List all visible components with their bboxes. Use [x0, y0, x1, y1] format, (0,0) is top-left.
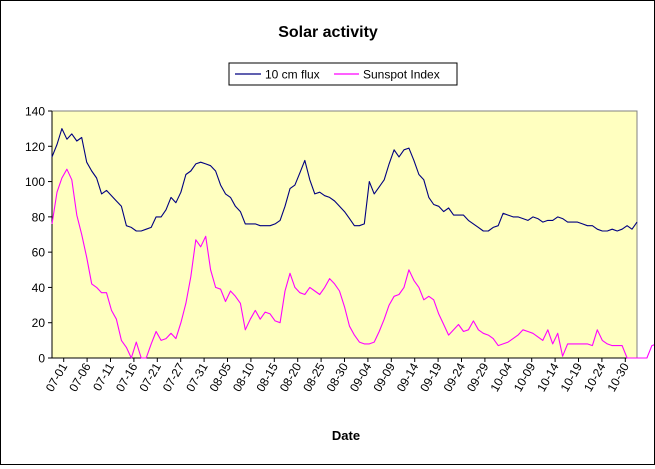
y-tick-label: 80 — [32, 210, 46, 224]
legend: 10 cm flux Sunspot Index — [228, 62, 458, 86]
x-axis-label: Date — [332, 428, 360, 443]
y-tick-label: 100 — [25, 175, 45, 189]
x-tick-label: 10-24 — [581, 360, 609, 394]
x-tick-label: 07-21 — [136, 360, 164, 394]
series-line-sunspot — [51, 168, 655, 359]
y-tick-label: 0 — [38, 352, 45, 366]
x-tick-label: 10-14 — [534, 360, 562, 394]
series-line-flux — [51, 128, 638, 232]
x-tick-label: 10-09 — [511, 360, 539, 394]
y-tick-label: 60 — [32, 246, 46, 260]
x-tick-label: 08-25 — [300, 360, 328, 394]
x-tick-label: 07-31 — [183, 360, 211, 394]
x-tick-label: 10-19 — [558, 360, 586, 394]
y-tick-label: 40 — [32, 281, 46, 295]
x-tick-label: 09-24 — [441, 360, 469, 394]
legend-label-flux: 10 cm flux — [265, 68, 320, 82]
chart-title: Solar activity — [278, 24, 378, 41]
series-layer — [51, 128, 655, 359]
y-tick-label: 120 — [25, 140, 45, 154]
plot-area — [51, 110, 638, 359]
x-tick-label: 08-05 — [207, 360, 235, 394]
x-tick-label: 08-20 — [277, 360, 305, 394]
x-tick-label: 07-16 — [113, 360, 141, 394]
x-tick-label: 08-30 — [324, 360, 352, 394]
y-tick-label: 20 — [32, 316, 46, 330]
x-tick-label: 10-30 — [604, 360, 632, 394]
x-tick-label: 08-10 — [230, 360, 258, 394]
y-tick-label: 140 — [25, 105, 45, 119]
x-tick-label: 07-01 — [43, 360, 71, 394]
x-axis: 07-0107-0607-1107-1607-2107-2707-3108-05… — [43, 357, 637, 394]
x-tick-label: 09-19 — [417, 360, 445, 394]
x-tick-label: 09-29 — [464, 360, 492, 394]
x-tick-label: 09-04 — [347, 360, 375, 394]
x-tick-label: 07-27 — [160, 360, 188, 394]
x-tick-label: 09-09 — [370, 360, 398, 394]
x-tick-label: 08-15 — [253, 360, 281, 394]
x-tick-label: 09-14 — [394, 360, 422, 394]
x-tick-label: 10-04 — [487, 360, 515, 394]
x-tick-label: 07-06 — [66, 360, 94, 394]
x-tick-label: 07-11 — [90, 360, 117, 393]
legend-label-sunspot: Sunspot Index — [363, 68, 440, 82]
y-axis: 0 20 40 60 80 100 120 140 — [25, 105, 53, 366]
